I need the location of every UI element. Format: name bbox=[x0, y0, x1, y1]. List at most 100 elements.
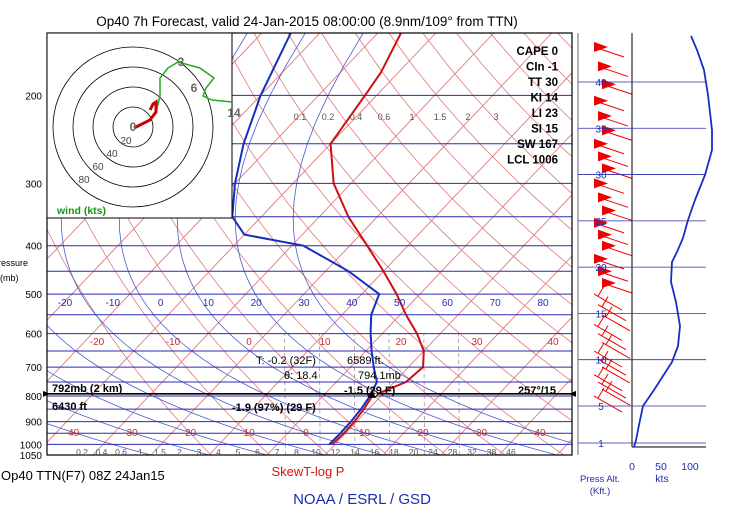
dry-adiabat-line bbox=[422, 33, 572, 194]
wind-barb-staff bbox=[593, 374, 623, 392]
cursor-arrow-left bbox=[43, 390, 50, 397]
mixing-ratio-label-top: 0.4 bbox=[350, 112, 363, 122]
wind-barb-staff bbox=[601, 167, 633, 179]
wind-barb-pennant bbox=[598, 192, 612, 203]
temperature-label-mid: 0 bbox=[246, 337, 252, 348]
mixing-ratio-label-top: 0.1 bbox=[294, 112, 307, 122]
isotherm-line bbox=[266, 133, 572, 455]
wind-barb-staff bbox=[593, 350, 623, 368]
wind-unit-label: kts bbox=[655, 473, 668, 485]
wind-barb bbox=[597, 151, 629, 167]
altitude-tick-label: 10 bbox=[595, 356, 607, 367]
wind-barb-staff bbox=[593, 323, 623, 341]
stability-index: SI 15 bbox=[531, 124, 558, 136]
mixing-ratio-label-bottom: 4 bbox=[216, 447, 221, 457]
wind-barb-staff bbox=[593, 46, 625, 58]
temperature-label-bottom: 0 bbox=[303, 428, 309, 439]
pressure-tick-label: 600 bbox=[25, 330, 42, 341]
cursor-arrow-right bbox=[569, 390, 576, 397]
hodograph-ring bbox=[112, 106, 154, 148]
wind-barb bbox=[597, 192, 629, 208]
cursor-dewpoint-marker bbox=[368, 389, 377, 398]
temperature-label-top: 40 bbox=[346, 298, 358, 309]
wind-barb bbox=[601, 240, 633, 257]
stability-indices: CAPE 0 CIn -1 TT 30 KI 14 LI 23 SI 15 SW 167 LC… bbox=[507, 46, 559, 167]
pressure-tick-label: 200 bbox=[25, 91, 42, 102]
wind-barb-staff bbox=[597, 358, 627, 376]
wind-barb-flag bbox=[605, 334, 613, 345]
mixing-ratio-label-bottom: 5 bbox=[236, 447, 241, 457]
wind-barb bbox=[597, 111, 629, 127]
isotherm-line bbox=[208, 72, 572, 455]
mixing-ratio-label-top: 2 bbox=[465, 112, 470, 122]
temperature-label-mid: 20 bbox=[395, 337, 407, 348]
wind-barb bbox=[593, 178, 625, 194]
stability-index: CAPE 0 bbox=[516, 46, 558, 58]
wind-barb-staff bbox=[601, 388, 631, 406]
wind-barb-flag bbox=[597, 366, 605, 377]
pressure-tick-label: 1000 bbox=[20, 440, 43, 451]
mixing-ratio-label-bottom: 1 bbox=[138, 447, 143, 457]
mixing-ratio-label-bottom: 12 bbox=[331, 447, 341, 457]
altitude-tick-label: 25 bbox=[595, 217, 607, 228]
mixing-ratio-line bbox=[319, 333, 321, 455]
mixing-ratio-label-bottom: 16 bbox=[370, 447, 380, 457]
wind-barb-staff bbox=[593, 222, 625, 234]
mixing-ratio-label-bottom: 0.2 bbox=[76, 447, 88, 457]
altitude-tick-label: 40 bbox=[595, 78, 607, 89]
press-alt-label: Press Alt. bbox=[580, 474, 620, 485]
mixing-ratio-label-bottom: 1.5 bbox=[154, 447, 166, 457]
wind-barb bbox=[601, 205, 633, 221]
wind-barb-pennant bbox=[594, 253, 608, 264]
parcel-height: 6589 ft. bbox=[347, 355, 384, 367]
wind-barb-staff bbox=[601, 129, 633, 141]
credit-label: NOAA / ESRL / GSD bbox=[293, 491, 431, 508]
isotherm-line bbox=[556, 438, 572, 455]
wind-barb bbox=[601, 334, 631, 359]
temperature-label-top: 60 bbox=[442, 298, 454, 309]
mixing-ratio-label-bottom: 8 bbox=[294, 447, 299, 457]
wind-barb-pennant bbox=[598, 266, 612, 277]
altitude-tick-label: 20 bbox=[595, 263, 607, 274]
hodograph-level-mark: 3 bbox=[178, 55, 185, 69]
wind-barb bbox=[593, 138, 625, 155]
parcel-pressure: 794.1mb bbox=[358, 370, 401, 382]
wind-barb-pennant bbox=[594, 138, 608, 149]
isotherm-line bbox=[324, 194, 572, 455]
wind-barb bbox=[593, 285, 623, 311]
temperature-label-bottom: 30 bbox=[476, 428, 488, 439]
temperature-label-bottom: -30 bbox=[123, 428, 138, 439]
wind-speed-tick-label: 0 bbox=[629, 461, 635, 473]
wind-barb-staff bbox=[601, 366, 631, 384]
wind-barb bbox=[601, 380, 631, 406]
chart-name: SkewT-log P bbox=[272, 464, 345, 479]
wind-speed-profile-line bbox=[633, 35, 713, 448]
stability-index: SW 167 bbox=[517, 139, 558, 151]
temperature-label-bottom: -10 bbox=[240, 428, 255, 439]
wind-barb-flag bbox=[597, 316, 605, 327]
wind-barb-pennant bbox=[602, 163, 616, 174]
readout-dewpoint: -1.9 (97%) (29 F) bbox=[232, 402, 316, 414]
wind-barb bbox=[597, 229, 629, 246]
wind-speed-tick-label: 50 bbox=[655, 461, 667, 473]
mixing-ratio-label-bottom: 6 bbox=[255, 447, 260, 457]
mixing-ratio-label-bottom: 10 bbox=[311, 447, 321, 457]
dry-adiabat-line bbox=[726, 33, 746, 455]
mixing-ratio-label-bottom: 20 bbox=[409, 447, 419, 457]
parcel-temperature: T: -0.2 (32F) bbox=[256, 355, 316, 367]
hodograph-ring-label: 80 bbox=[78, 175, 90, 186]
wind-barb-staff bbox=[601, 282, 633, 294]
wind-barb-flag bbox=[601, 296, 609, 307]
wind-barb-staff bbox=[597, 115, 629, 127]
wind-barb-staff bbox=[597, 234, 629, 246]
temperature-label-mid: 10 bbox=[319, 337, 331, 348]
temperature-label-bottom: -40 bbox=[65, 428, 80, 439]
mixing-ratio-label-bottom: 38 bbox=[487, 447, 497, 457]
wind-barb bbox=[601, 277, 633, 294]
dry-adiabat-line bbox=[692, 33, 746, 455]
hodograph-ring bbox=[72, 66, 194, 188]
isotherm-line bbox=[673, 33, 746, 455]
wind-barb bbox=[597, 266, 629, 282]
